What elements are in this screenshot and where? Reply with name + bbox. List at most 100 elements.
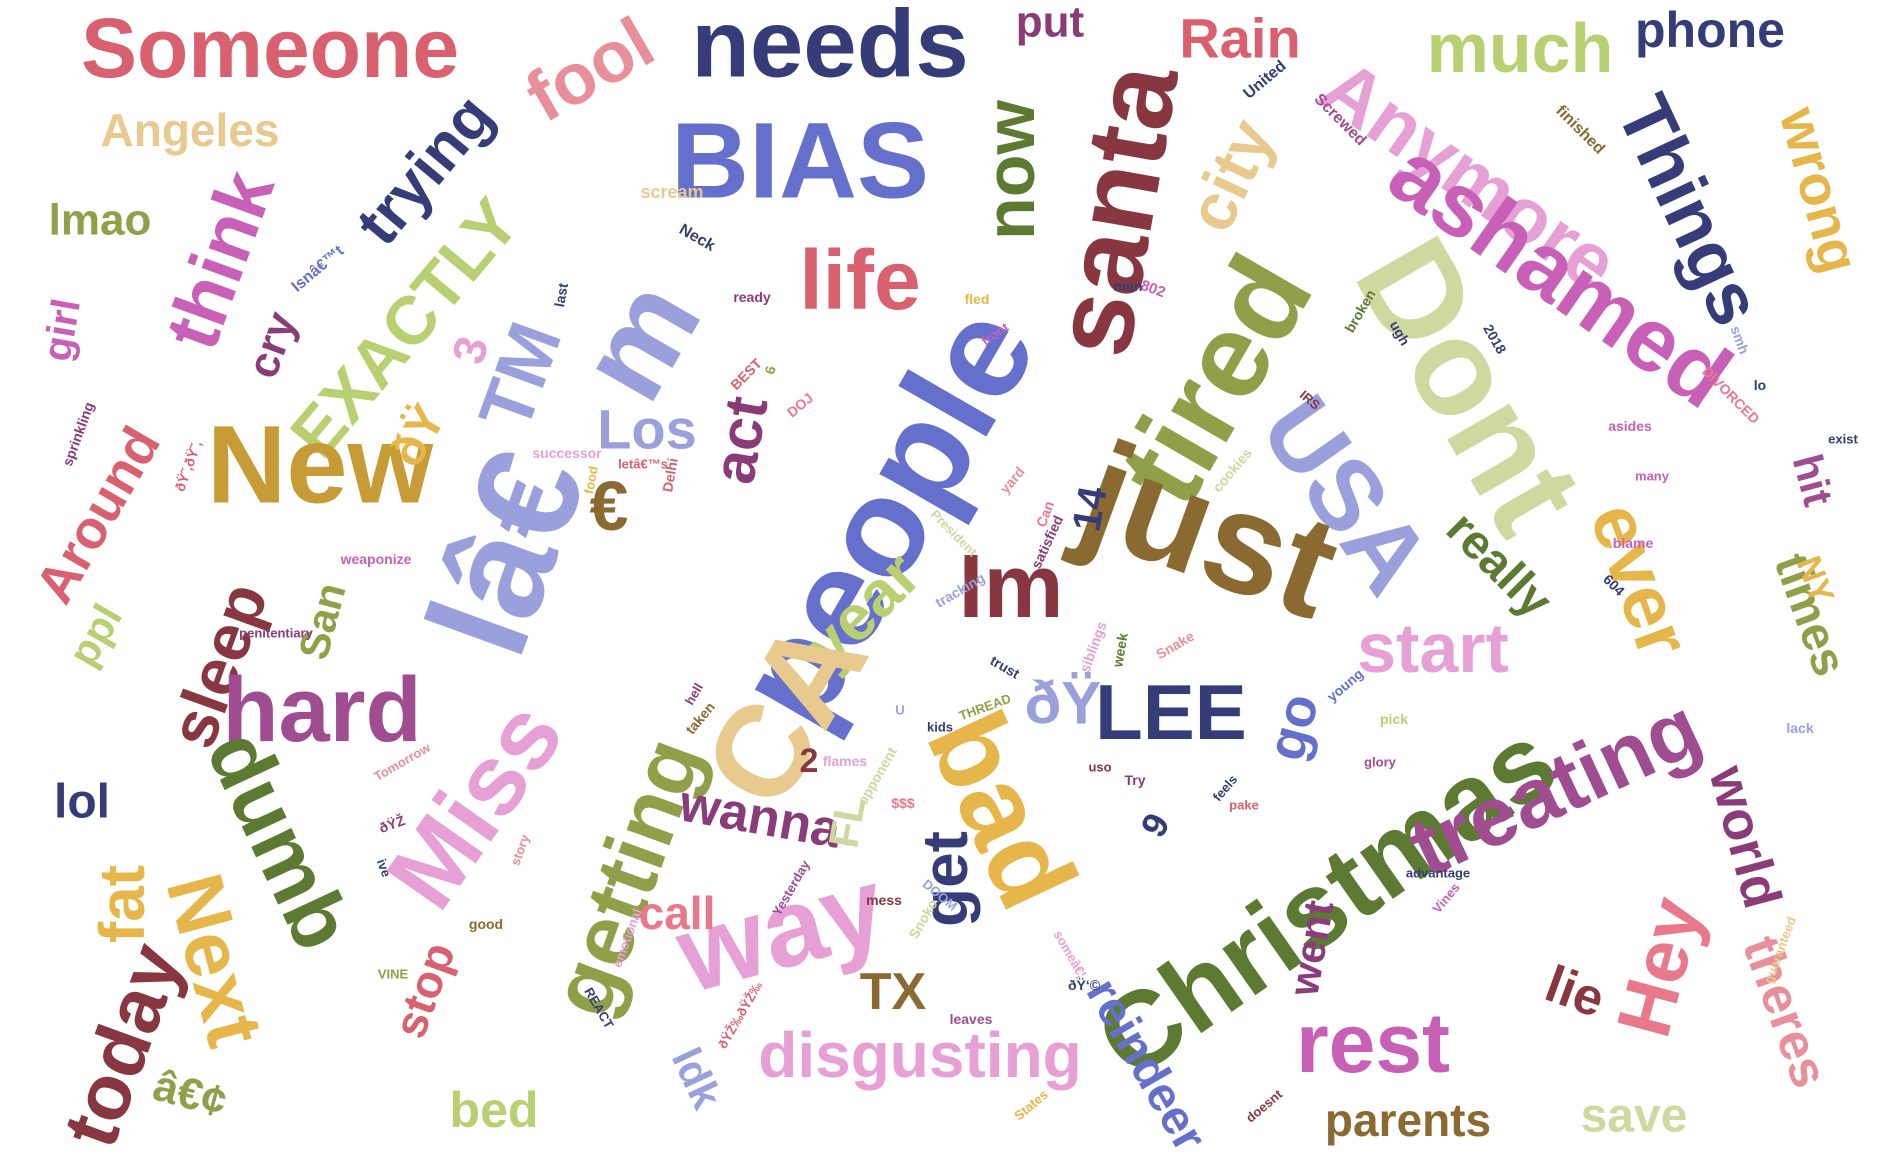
cloud-word: VINE: [378, 967, 409, 982]
cloud-word: life: [799, 233, 920, 327]
cloud-word: ever: [1573, 492, 1706, 668]
cloud-word: siblings: [1076, 619, 1109, 674]
cloud-word: Angeles: [101, 104, 280, 156]
cloud-word: mess: [866, 892, 902, 908]
cloud-word: last: [551, 281, 571, 308]
cloud-word: U: [895, 703, 904, 718]
cloud-word: hard: [222, 659, 421, 761]
cloud-word: Try: [1124, 772, 1145, 788]
cloud-word: today: [45, 932, 199, 1158]
cloud-word: Someone: [81, 1, 459, 95]
cloud-word: flames: [823, 753, 868, 769]
cloud-word: treating: [1396, 679, 1715, 894]
cloud-word: phone: [1635, 2, 1785, 58]
cloud-word: penitentiary: [239, 626, 313, 641]
cloud-word: â€¢: [148, 1061, 232, 1127]
cloud-word: trust: [988, 652, 1023, 682]
cloud-word: Im: [958, 537, 1063, 637]
cloud-word: FL: [819, 793, 874, 852]
cloud-word: BIAS: [671, 100, 929, 221]
cloud-word: man: [1114, 278, 1143, 294]
cloud-word: ðŸ˜‚ðŸ˜‚: [171, 438, 204, 493]
cloud-word: get: [909, 831, 981, 927]
cloud-word: Neck: [676, 221, 718, 255]
cloud-word: 6: [761, 364, 779, 376]
cloud-word: letâ€™s: [618, 457, 668, 472]
cloud-word: ðŸ: [1025, 670, 1102, 737]
cloud-word: scream: [640, 182, 703, 202]
cloud-word: week: [1109, 632, 1131, 670]
cloud-word: ready: [733, 289, 771, 305]
cloud-word: sprinkling: [59, 400, 97, 468]
cloud-word: put: [1016, 0, 1085, 47]
cloud-word: cry: [238, 305, 307, 384]
cloud-word: go: [1255, 687, 1330, 766]
cloud-word: pick: [1380, 711, 1408, 727]
cloud-word: save: [1581, 1090, 1688, 1143]
cloud-word: ive: [374, 857, 394, 879]
cloud-word: $$$: [891, 795, 915, 811]
cloud-word: Isnâ€™t: [289, 242, 348, 295]
cloud-word: someâ€¦: [1050, 928, 1089, 981]
cloud-word: advantage: [1406, 866, 1470, 881]
cloud-word: good: [469, 916, 503, 932]
cloud-word: 2: [800, 742, 819, 780]
cloud-word: exist: [1828, 432, 1858, 447]
cloud-word: Around: [24, 417, 172, 613]
cloud-word: DOJ: [784, 390, 816, 421]
cloud-word: much: [1427, 9, 1614, 87]
cloud-word: rest: [1296, 996, 1450, 1090]
cloud-word: doesnt: [1243, 1086, 1286, 1125]
cloud-word: bed: [450, 1082, 539, 1138]
cloud-word: food: [581, 465, 601, 495]
cloud-word: New: [207, 404, 434, 527]
cloud-word: girl: [35, 296, 89, 365]
cloud-word: lmao: [49, 196, 152, 245]
cloud-word: disgusting: [758, 1019, 1082, 1091]
cloud-word: many: [1635, 469, 1670, 484]
cloud-word: wrong: [1768, 100, 1873, 280]
cloud-word: leaves: [950, 1011, 993, 1027]
cloud-word: ldk: [663, 1041, 732, 1116]
cloud-word: Hey: [1601, 889, 1719, 1046]
cloud-word: LEE: [1095, 668, 1247, 756]
cloud-word: blame: [1613, 535, 1654, 551]
cloud-word: successor: [532, 445, 602, 461]
cloud-word: act: [699, 391, 780, 488]
cloud-word: asides: [1608, 418, 1652, 434]
cloud-word: weaponize: [340, 551, 412, 567]
cloud-word: Snake: [1153, 628, 1197, 663]
cloud-word: Los: [597, 398, 697, 461]
cloud-word: Rain: [1179, 7, 1300, 70]
cloud-word: start: [1357, 609, 1509, 687]
cloud-word: lo: [1754, 377, 1766, 393]
cloud-word: needs: [691, 0, 968, 98]
cloud-word: lack: [1786, 720, 1813, 736]
cloud-word: €: [590, 467, 629, 545]
cloud-word: fat: [86, 865, 158, 943]
cloud-word: stop: [383, 935, 465, 1044]
cloud-word: finished: [1552, 102, 1607, 157]
cloud-word: BEST: [727, 355, 765, 393]
cloud-word: world: [1697, 759, 1792, 915]
cloud-word: now: [971, 99, 1049, 240]
cloud-word: glory: [1364, 755, 1397, 770]
cloud-word: TX: [860, 963, 927, 1021]
cloud-word: uso: [1088, 760, 1111, 775]
cloud-word: 14: [1064, 483, 1115, 535]
cloud-word: fool: [513, 2, 667, 137]
cloud-word: ðŸ‘©: [1068, 977, 1101, 993]
cloud-word: TM: [463, 312, 578, 441]
cloud-word: Delhi: [659, 457, 681, 493]
cloud-word: San: [289, 578, 354, 665]
cloud-word: lie: [1538, 955, 1612, 1029]
cloud-word: pake: [1229, 798, 1259, 813]
cloud-word: 9: [1132, 806, 1178, 844]
cloud-word: fled: [965, 291, 990, 307]
cloud-word: kids: [927, 720, 953, 735]
cloud-word: States: [1011, 1087, 1051, 1124]
cloud-word: parents: [1325, 1094, 1491, 1146]
cloud-word: call: [639, 887, 716, 939]
cloud-word: hit: [1784, 449, 1843, 511]
